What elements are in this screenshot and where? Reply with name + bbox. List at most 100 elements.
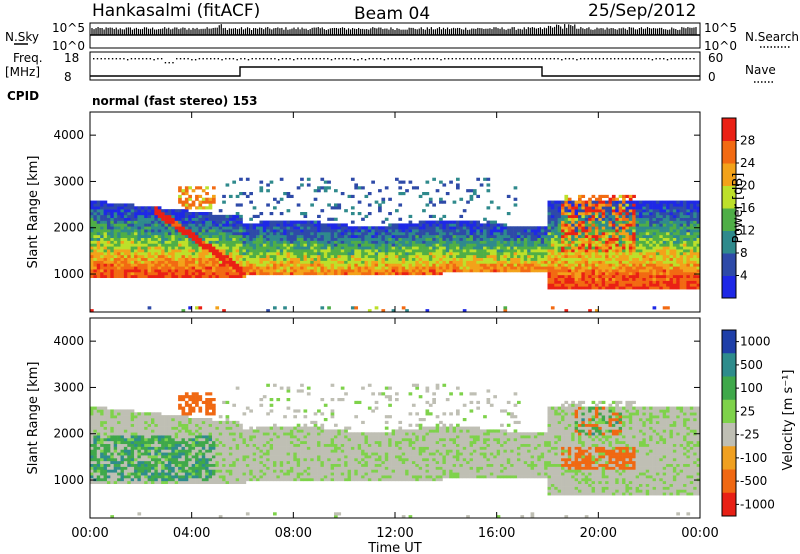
range-gate-cell [164, 214, 169, 219]
range-gate-cell [483, 252, 487, 256]
range-gate-cell [334, 266, 338, 270]
range-gate-cell [594, 220, 599, 224]
range-gate-cell [584, 266, 589, 270]
range-gate-cell [435, 252, 440, 256]
range-gate-cell [520, 229, 525, 233]
range-gate-cell [181, 252, 186, 256]
range-gate-cell [320, 272, 325, 276]
range-gate-cell [300, 246, 304, 250]
range-gate-cell [384, 229, 389, 233]
range-gate-cell [371, 257, 375, 261]
range-gate-cell [605, 266, 609, 270]
range-gate-cell [561, 280, 565, 284]
range-gate-cell [584, 283, 589, 287]
nave-sample [436, 58, 438, 60]
range-gate-cell [632, 274, 636, 279]
range-gate-cell [245, 257, 250, 261]
range-gate-cell [666, 226, 670, 230]
range-gate-cell [693, 246, 697, 250]
range-gate-cell [245, 269, 250, 273]
range-gate-cell [340, 229, 345, 233]
range-gate-cell [659, 254, 664, 259]
range-gate-cell [554, 229, 558, 233]
range-gate-cell [598, 220, 603, 224]
range-gate-cell [588, 263, 592, 267]
range-gate-cell [527, 234, 531, 239]
range-gate-cell [262, 243, 267, 247]
range-gate-cell [628, 254, 633, 259]
nave-sample [410, 59, 412, 61]
range-gate-cell [90, 443, 94, 447]
range-gate-cell [547, 223, 552, 227]
range-gate-cell [334, 263, 338, 267]
range-gate-cell [151, 240, 155, 244]
range-gate-cell [456, 252, 460, 256]
range-gate-cell [462, 257, 467, 261]
range-gate-cell [388, 257, 392, 261]
range-gate-cell [154, 232, 159, 236]
range-gate-cell [459, 234, 464, 239]
range-gate-cell [96, 463, 101, 467]
range-gate-cell [588, 277, 592, 281]
range-gate-cell [547, 254, 552, 259]
range-gate-cell [228, 214, 233, 219]
range-gate-cell [496, 263, 501, 267]
range-gate-cell [306, 266, 311, 270]
range-gate-cell [130, 269, 135, 273]
range-gate-cell [123, 237, 128, 241]
range-gate-cell [635, 237, 640, 241]
range-gate-cell [151, 232, 155, 236]
range-gate-cell [472, 260, 477, 264]
range-gate-cell [452, 260, 457, 264]
range-gate-cell [510, 246, 514, 250]
range-gate-cell [615, 197, 619, 201]
range-gate-cell [503, 243, 508, 247]
range-gate-cell [113, 266, 118, 270]
range-gate-cell [361, 260, 365, 264]
range-gate-cell [371, 272, 375, 276]
range-gate-cell [188, 226, 192, 230]
range-gate-cell [350, 254, 355, 259]
nave-sample [372, 58, 374, 60]
range-gate-cell [317, 243, 321, 247]
range-gate-cell [544, 246, 548, 250]
range-gate-cell [689, 209, 694, 213]
range-gate-cell [269, 234, 274, 239]
range-gate-cell [93, 249, 98, 253]
range-gate-cell [120, 217, 125, 221]
range-gate-cell [571, 217, 575, 221]
range-gate-cell [259, 249, 264, 253]
range-gate-cell [184, 212, 189, 216]
range-gate-cell [100, 214, 104, 219]
range-gate-cell [503, 263, 508, 267]
range-gate-cell [527, 260, 531, 264]
range-gate-cell [686, 243, 691, 247]
range-gate-cell [364, 254, 369, 259]
range-gate-cell [357, 249, 362, 253]
range-gate-cell [578, 217, 582, 221]
range-gate-cell [462, 254, 467, 259]
nave-sample [478, 58, 480, 60]
range-gate-cell [567, 220, 572, 224]
range-gate-cell [310, 229, 314, 233]
range-gate-cell [296, 254, 301, 259]
range-gate-cell [354, 229, 359, 233]
range-gate-cell [161, 263, 165, 267]
colorbar-segment [722, 275, 736, 299]
range-gate-cell [655, 234, 660, 239]
range-gate-cell [167, 226, 172, 230]
range-gate-cell [533, 263, 538, 267]
range-gate-cell [127, 217, 131, 221]
range-gate-cell [225, 214, 230, 219]
range-gate-cell [547, 232, 552, 236]
range-gate-cell [113, 246, 118, 250]
range-gate-cell [574, 257, 579, 261]
range-gate-cell [486, 237, 491, 241]
range-gate-cell [140, 217, 145, 221]
range-gate-cell [191, 203, 196, 207]
range-gate-cell [669, 220, 674, 224]
range-gate-cell [334, 243, 338, 247]
range-gate-cell [364, 226, 369, 230]
range-gate-cell [622, 234, 626, 239]
range-gate-cell [625, 220, 630, 224]
